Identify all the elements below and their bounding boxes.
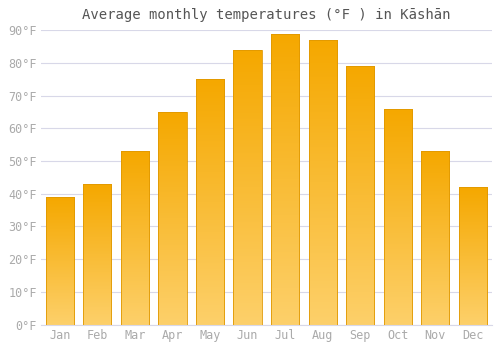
- Bar: [83, 184, 112, 324]
- Bar: [121, 151, 149, 324]
- Bar: [308, 40, 336, 324]
- Bar: [421, 151, 450, 324]
- Bar: [234, 50, 262, 324]
- Bar: [196, 79, 224, 324]
- Title: Average monthly temperatures (°F ) in Kāshān: Average monthly temperatures (°F ) in Kā…: [82, 8, 450, 22]
- Bar: [46, 197, 74, 324]
- Bar: [459, 187, 487, 324]
- Bar: [346, 66, 374, 324]
- Bar: [384, 109, 412, 324]
- Bar: [271, 34, 299, 324]
- Bar: [158, 112, 186, 324]
